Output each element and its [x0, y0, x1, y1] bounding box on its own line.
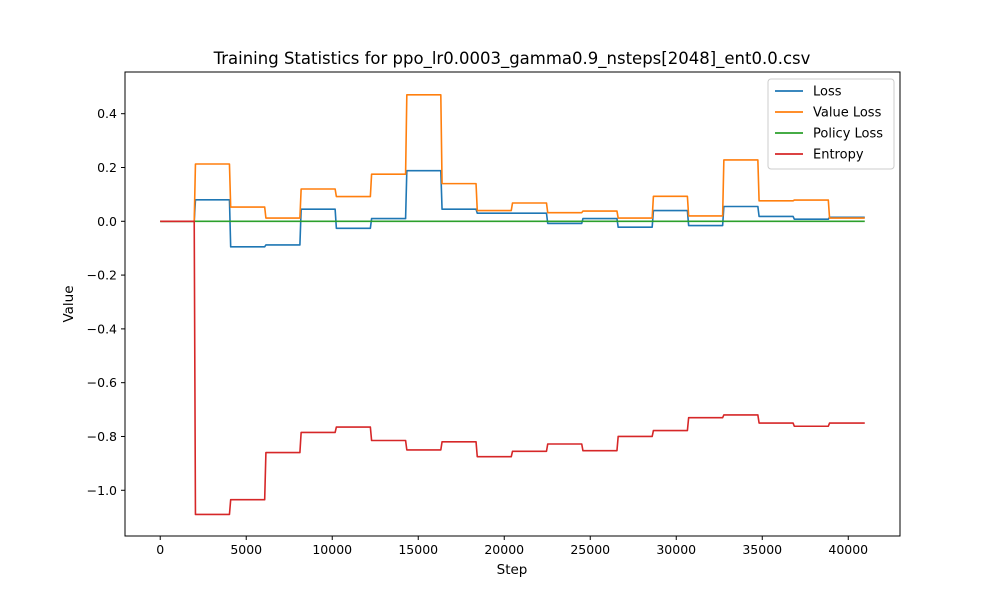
x-tick-label: 30000	[656, 542, 696, 557]
x-tick-label: 0	[156, 542, 164, 557]
series-line-value-loss	[160, 94, 865, 223]
y-tick-label: 0.0	[97, 214, 117, 229]
y-axis-label: Value	[61, 285, 77, 322]
series-line-entropy	[160, 220, 865, 516]
legend: Loss Value Loss Policy Loss Entropy	[767, 78, 895, 170]
plot-lines	[160, 94, 865, 516]
y-tick-label: 0.2	[97, 160, 117, 175]
x-tick-label: 20000	[484, 542, 524, 557]
y-tick-label: −0.8	[87, 429, 117, 444]
x-tick-label: 25000	[570, 542, 610, 557]
series-line-loss	[160, 169, 865, 248]
legend-label-loss: Loss	[813, 85, 842, 100]
plot-area-frame	[124, 71, 901, 537]
x-axis-label: Step	[497, 562, 528, 578]
x-tick-label: 10000	[312, 542, 352, 557]
chart-title: Training Statistics for ppo_lr0.0003_gam…	[213, 49, 811, 69]
y-tick-label: −0.6	[87, 375, 117, 390]
y-tick-label: −0.4	[87, 321, 117, 336]
legend-label-policy-loss: Policy Loss	[813, 127, 883, 142]
y-tick-label: 0.4	[97, 106, 117, 121]
x-tick-label: 5000	[230, 542, 262, 557]
x-axis-ticks: 0 5000 10000 15000 20000 25000 30000 35000 40000	[156, 536, 868, 557]
legend-label-entropy: Entropy	[813, 148, 864, 163]
legend-label-value-loss: Value Loss	[813, 106, 882, 121]
x-tick-label: 35000	[742, 542, 782, 557]
y-tick-label: −0.2	[87, 268, 117, 283]
x-tick-label: 40000	[828, 542, 868, 557]
y-axis-ticks: −1.0 −0.8 −0.6 −0.4 −0.2 0.0 0.2 0.4	[87, 106, 125, 498]
x-tick-label: 15000	[398, 542, 438, 557]
legend-box	[767, 78, 895, 170]
y-tick-label: −1.0	[87, 483, 117, 498]
